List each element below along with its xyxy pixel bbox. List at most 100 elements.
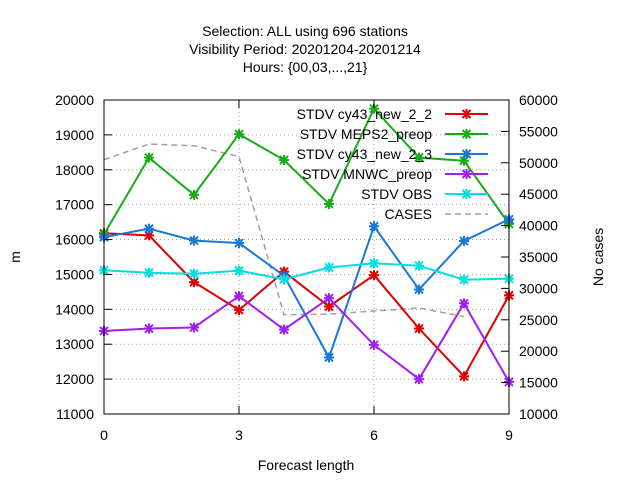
chart-title-line-2: Visibility Period: 20201204-20201214 <box>189 41 421 57</box>
series-stdv-cy43-new-2-2 <box>99 228 514 382</box>
chart-titles: Selection: ALL using 696 stations Visibi… <box>7 23 606 473</box>
series-line <box>103 218 510 360</box>
data-point <box>324 352 334 363</box>
series-line <box>103 232 510 378</box>
y-tick-label: 14000 <box>55 301 94 317</box>
data-point <box>414 374 424 385</box>
x-tick-label: 6 <box>370 427 378 443</box>
data-point <box>189 235 199 246</box>
legend-label: STDV cy43_new_2_3 <box>297 146 433 162</box>
legend-entry-stdv-obs: STDV OBS <box>361 186 488 202</box>
legend-label: STDV cy43_new_2_2 <box>297 106 433 122</box>
data-point <box>144 230 154 241</box>
y2-tick-label: 30000 <box>519 280 558 296</box>
legend-entry-stdv-meps2-preop: STDV MEPS2_preop <box>300 126 488 142</box>
data-point <box>459 274 469 285</box>
chart-title-line-1: Selection: ALL using 696 stations <box>202 23 408 39</box>
data-point <box>279 274 289 285</box>
legend-label: STDV MEPS2_preop <box>300 126 432 142</box>
x-tick-label: 9 <box>505 427 513 443</box>
data-point <box>369 221 379 232</box>
legend-entry-stdv-mnwc-preop: STDV MNWC_preop <box>302 166 488 182</box>
legend-entry-stdv-cy43-new-2-2: STDV cy43_new_2_2 <box>297 106 488 122</box>
data-point <box>369 103 379 114</box>
data-point <box>324 198 334 209</box>
y2-tick-label: 55000 <box>519 123 558 139</box>
data-point <box>234 265 244 276</box>
legend-marker <box>461 189 472 199</box>
legend-marker <box>461 149 472 159</box>
data-point <box>144 223 154 234</box>
y-tick-label: 12000 <box>55 371 94 387</box>
data-point <box>459 371 469 382</box>
x-axis-label: Forecast length <box>258 457 355 473</box>
y2-tick-label: 40000 <box>519 218 558 234</box>
legend-label: STDV MNWC_preop <box>302 166 432 182</box>
legend: STDV cy43_new_2_2 STDV MEPS2_preop STDV cy… <box>297 106 488 222</box>
data-point <box>234 291 244 302</box>
x-tick-label: 0 <box>100 427 108 443</box>
data-point <box>414 323 424 334</box>
data-point <box>324 301 334 312</box>
data-point <box>324 262 334 273</box>
y-tick-label: 11000 <box>56 406 94 422</box>
y2-tick-label: 10000 <box>519 406 558 422</box>
legend-label: CASES <box>385 206 432 222</box>
y-tick-label: 20000 <box>55 92 94 108</box>
axes: 11000 12000 13000 14000 15000 16000 17000 18000… <box>55 92 558 443</box>
data-point <box>189 268 199 279</box>
legend-entry-stdv-cy43-new-2-3: STDV cy43_new_2_3 <box>297 146 488 162</box>
y2-tick-label: 25000 <box>519 312 558 328</box>
data-point <box>144 267 154 278</box>
series-line <box>103 294 510 383</box>
data-point <box>414 260 424 271</box>
data-point <box>279 155 289 166</box>
y-tick-label: 16000 <box>55 232 94 248</box>
series-line <box>103 143 465 318</box>
data-point <box>189 322 199 333</box>
data-point <box>279 324 289 335</box>
y-tick-label: 19000 <box>55 127 94 143</box>
y2-tick-label: 15000 <box>519 375 558 391</box>
y2-tick-label: 35000 <box>519 249 558 265</box>
data-point <box>324 293 334 304</box>
legend-label: STDV OBS <box>361 186 432 202</box>
data-point <box>369 258 379 269</box>
data-point <box>234 238 244 249</box>
legend-marker <box>461 129 472 139</box>
legend-marker <box>461 109 472 119</box>
data-point <box>459 155 469 166</box>
legend-entry-cases: CASES <box>385 206 488 222</box>
legend-marker <box>461 169 472 179</box>
data-point <box>459 298 469 309</box>
gridlines <box>104 100 509 414</box>
y2-tick-label: 60000 <box>519 92 558 108</box>
y-tick-label: 13000 <box>55 336 94 352</box>
y2-axis-label: No cases <box>590 228 606 286</box>
series-line <box>103 262 510 281</box>
data-point <box>459 235 469 246</box>
data-point <box>369 270 379 281</box>
data-point <box>369 339 379 350</box>
series-line <box>103 106 510 235</box>
y-tick-label: 15000 <box>55 266 94 282</box>
data-point <box>144 323 154 334</box>
data-point <box>189 189 199 200</box>
data-point <box>414 284 424 295</box>
y2-tick-label: 45000 <box>519 186 558 202</box>
y2-tick-label: 50000 <box>519 155 558 171</box>
data-point <box>189 277 199 288</box>
series-stdv-obs <box>99 258 514 285</box>
y-tick-label: 17000 <box>55 197 94 213</box>
series-stdv-mnwc-preop <box>99 291 514 387</box>
data-point <box>414 152 424 163</box>
series-cases <box>103 143 465 318</box>
y-axis-label: m <box>7 251 23 263</box>
y-tick-label: 18000 <box>55 162 94 178</box>
data-point <box>234 305 244 316</box>
y2-tick-label: 20000 <box>519 343 558 359</box>
x-tick-label: 3 <box>235 427 243 443</box>
series-layer <box>99 103 514 387</box>
